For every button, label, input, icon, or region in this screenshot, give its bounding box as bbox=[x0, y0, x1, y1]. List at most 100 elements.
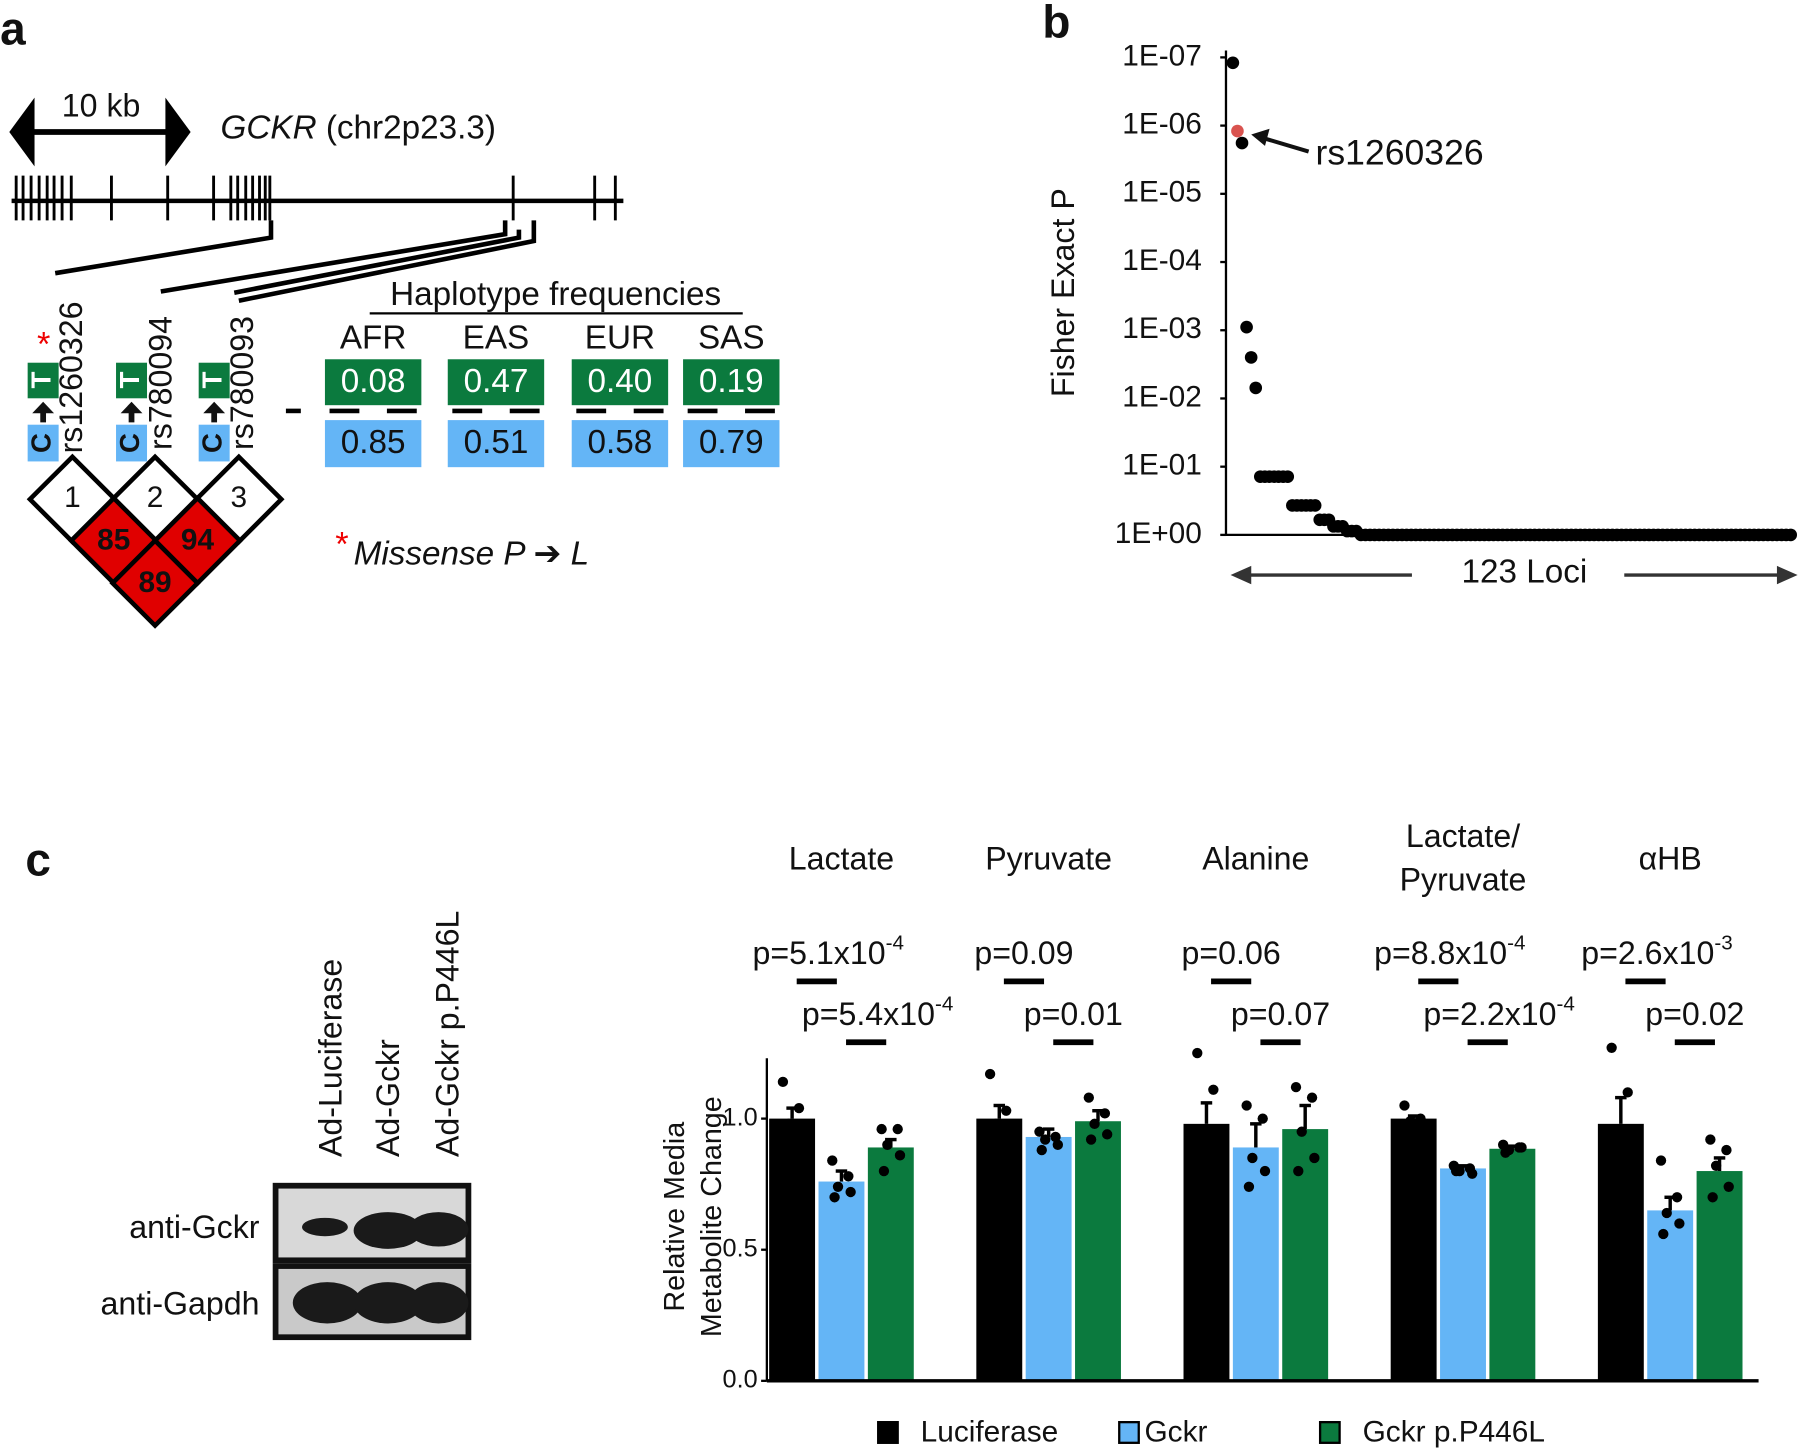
category-label: Lactate/Pyruvate bbox=[1400, 819, 1527, 899]
data-point bbox=[1083, 1092, 1094, 1103]
alt-box bbox=[198, 362, 230, 399]
p-value: p=5.1x10-4 bbox=[753, 932, 904, 972]
p-value-text: p=0.01 bbox=[1024, 996, 1123, 1032]
population: AFR bbox=[340, 320, 407, 357]
data-point bbox=[882, 1139, 893, 1150]
data-point bbox=[1655, 1155, 1667, 1166]
p-value: p=2.6x10-3 bbox=[1581, 932, 1732, 972]
bar bbox=[1282, 1129, 1329, 1381]
ld-index: 2 bbox=[147, 481, 164, 514]
p-value-text: p=2.2x10 bbox=[1423, 996, 1556, 1032]
point bbox=[1235, 136, 1249, 150]
data-point bbox=[1290, 1081, 1302, 1093]
data-point bbox=[1622, 1087, 1633, 1098]
p-value-exponent: -4 bbox=[1507, 932, 1525, 955]
connector bbox=[54, 220, 274, 276]
data-point bbox=[780, 1134, 791, 1145]
ld-value: 85 bbox=[97, 524, 130, 557]
ref-box bbox=[198, 424, 230, 462]
data-point bbox=[1247, 1152, 1258, 1164]
bar bbox=[1183, 1123, 1230, 1381]
alt-box bbox=[116, 362, 148, 399]
panel-label: b bbox=[1042, 0, 1070, 47]
data-point bbox=[1085, 1134, 1097, 1145]
p-value-exponent: -4 bbox=[935, 993, 953, 1016]
data-point bbox=[1003, 1123, 1014, 1135]
data-point bbox=[1099, 1108, 1111, 1119]
annotation-arrowhead bbox=[1251, 128, 1270, 146]
y-axis-label: Fisher Exact P bbox=[1045, 188, 1081, 397]
legend-label: Gckr bbox=[1144, 1416, 1207, 1449]
connector bbox=[233, 229, 522, 295]
category-label: Alanine bbox=[1202, 840, 1309, 876]
data-point bbox=[1721, 1144, 1732, 1156]
p-value-text: p=0.09 bbox=[974, 936, 1073, 972]
data-point bbox=[1467, 1168, 1478, 1179]
data-point bbox=[1102, 1129, 1113, 1140]
missense-star: * bbox=[37, 326, 50, 364]
data-point bbox=[1500, 1147, 1511, 1158]
ld-index: 3 bbox=[231, 481, 248, 514]
p-value-exponent: -4 bbox=[886, 932, 904, 955]
legend-swatch bbox=[1318, 1421, 1341, 1444]
blot-band bbox=[301, 1217, 348, 1237]
alt-freq: 0.08 bbox=[341, 363, 406, 400]
blot-band bbox=[353, 1212, 423, 1249]
data-point bbox=[832, 1181, 844, 1192]
y-tick-label: 1.0 bbox=[723, 1103, 758, 1131]
alt-allele: T bbox=[25, 371, 56, 388]
ld-value: 89 bbox=[138, 566, 171, 599]
scale-label: 10 kb bbox=[62, 87, 141, 123]
point bbox=[1784, 528, 1798, 542]
blot-band bbox=[292, 1282, 362, 1324]
point bbox=[1244, 351, 1258, 364]
p-value-text: p=5.4x10 bbox=[802, 996, 935, 1032]
data-point bbox=[1707, 1192, 1718, 1203]
allele-arrow bbox=[32, 401, 55, 423]
blot-band bbox=[408, 1212, 469, 1247]
p-value-exponent: -4 bbox=[1557, 993, 1575, 1016]
ref-freq-box bbox=[571, 420, 669, 468]
y-tick-label: 1E+00 bbox=[1115, 517, 1202, 550]
data-point bbox=[1309, 1152, 1320, 1164]
data-point bbox=[1034, 1126, 1045, 1137]
data-point bbox=[1243, 1181, 1255, 1192]
snp-id: rs1260326 bbox=[53, 302, 89, 454]
panel-label: a bbox=[0, 2, 26, 54]
ref-freq-box bbox=[683, 420, 780, 468]
data-point bbox=[843, 1171, 854, 1182]
data-point bbox=[1259, 1165, 1271, 1177]
data-point bbox=[845, 1186, 856, 1198]
panel-label: c bbox=[25, 833, 51, 885]
legend-label: Gckr p.P446L bbox=[1363, 1416, 1545, 1449]
bar bbox=[1390, 1118, 1437, 1381]
annotation-arrow bbox=[1262, 135, 1310, 154]
p-value: p=0.02 bbox=[1645, 996, 1744, 1032]
data-point bbox=[1293, 1165, 1304, 1177]
data-point bbox=[1192, 1047, 1203, 1059]
y-tick-label: 1E-07 bbox=[1122, 39, 1202, 72]
y-tick-label: 0.5 bbox=[723, 1234, 758, 1262]
population: EUR bbox=[585, 320, 655, 357]
alt-freq-box bbox=[571, 359, 669, 406]
data-point bbox=[1052, 1139, 1063, 1150]
data-point bbox=[1450, 1165, 1462, 1177]
data-point bbox=[1050, 1131, 1061, 1143]
ref-allele: C bbox=[25, 433, 56, 453]
data-point bbox=[777, 1076, 789, 1088]
data-point bbox=[1624, 1144, 1636, 1156]
annotation: rs1260326 bbox=[1316, 132, 1484, 172]
data-point bbox=[1210, 1137, 1221, 1148]
ref-freq: 0.51 bbox=[464, 424, 529, 461]
blot-band bbox=[408, 1282, 469, 1324]
data-point bbox=[827, 1155, 838, 1166]
p-value: p=0.07 bbox=[1231, 996, 1330, 1032]
y-tick-label: 1E-02 bbox=[1122, 380, 1202, 413]
point bbox=[1231, 124, 1244, 138]
data-point bbox=[796, 1123, 807, 1135]
alt-freq: 0.19 bbox=[699, 363, 764, 400]
data-point bbox=[878, 1165, 890, 1177]
data-point bbox=[876, 1123, 887, 1135]
range-arrowhead bbox=[1776, 565, 1798, 585]
